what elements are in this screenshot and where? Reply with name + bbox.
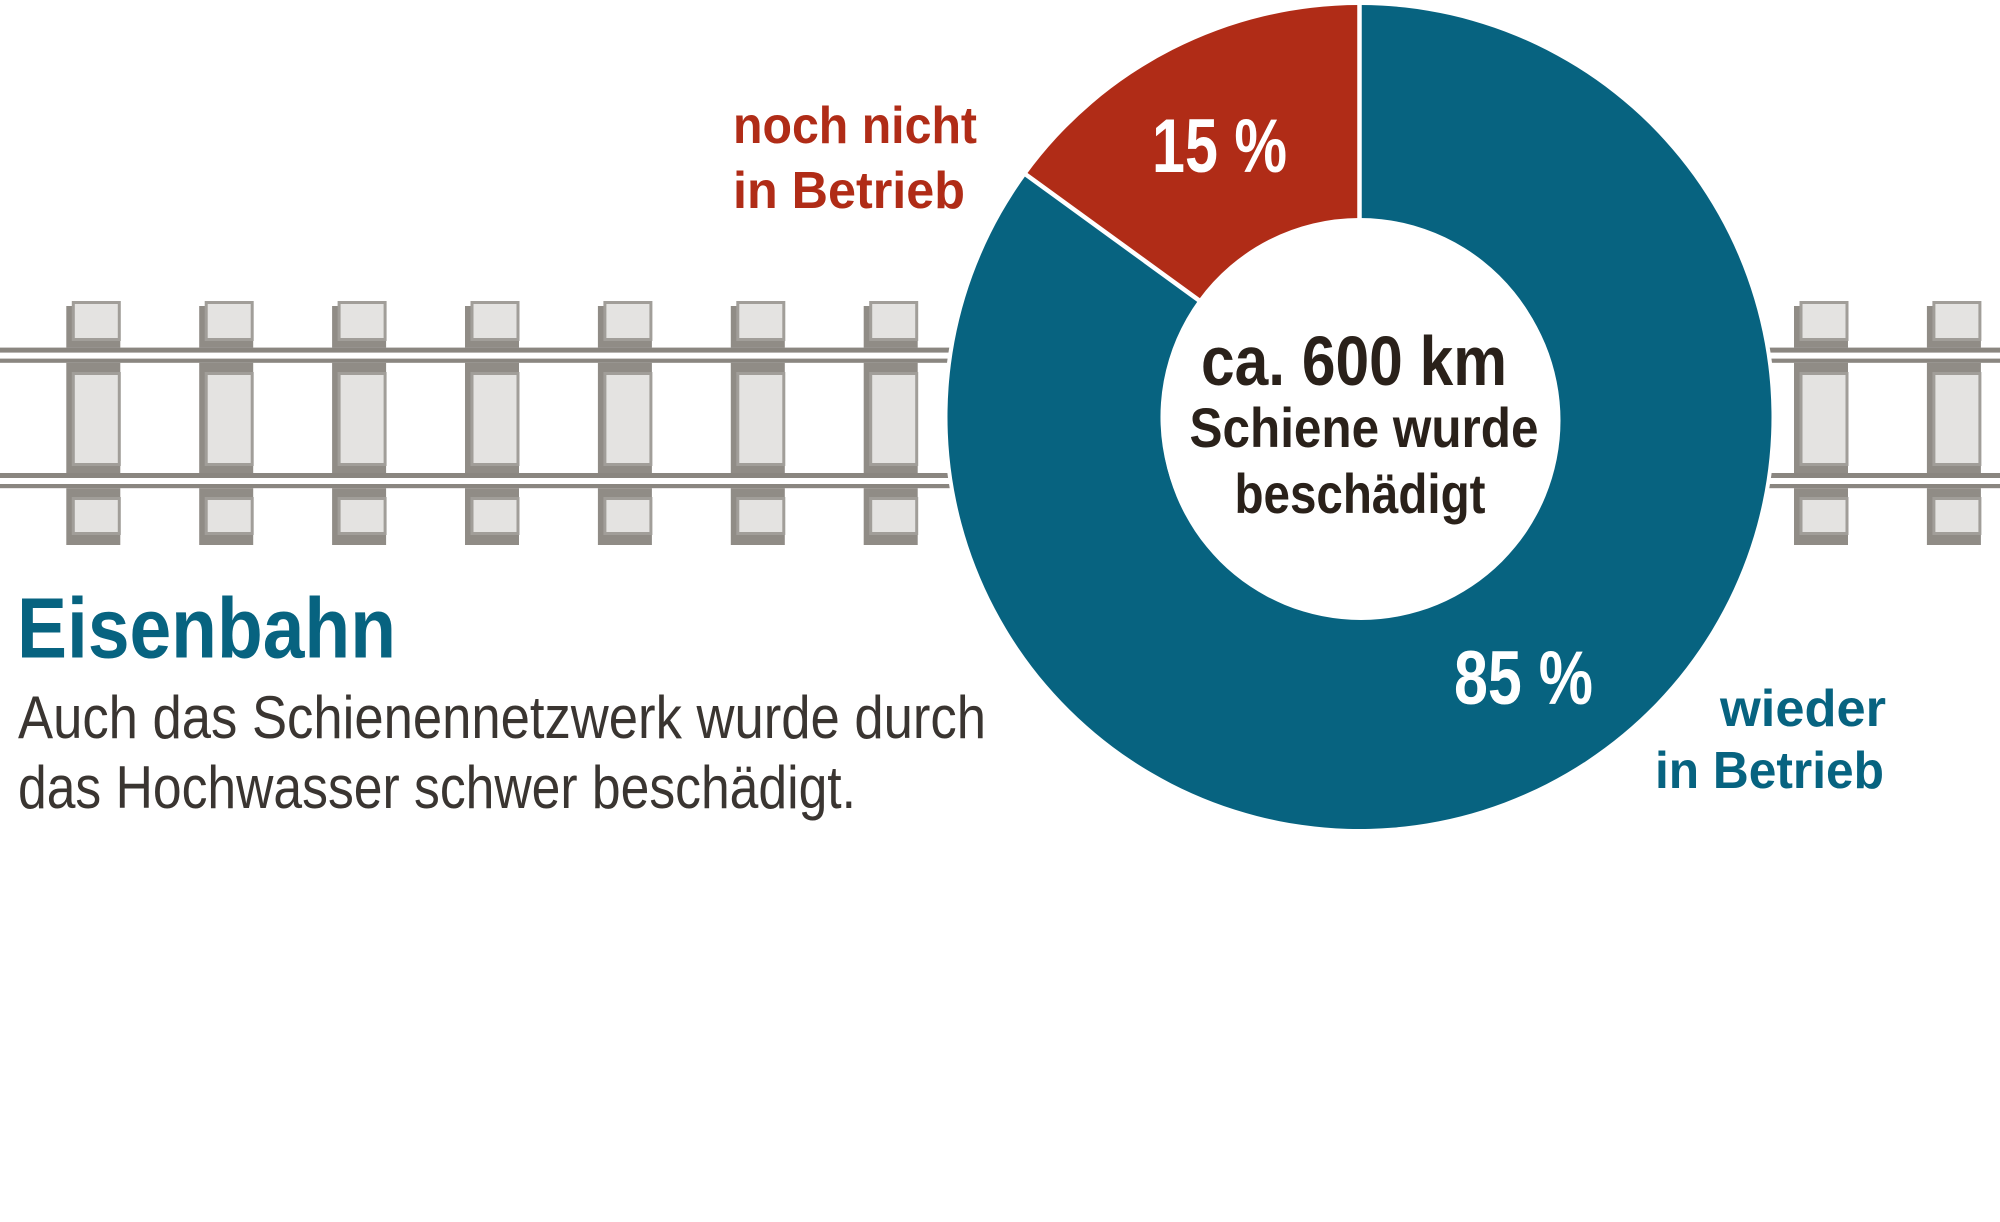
svg-text:85 %: 85 % (1454, 636, 1593, 721)
svg-text:ca. 600 km: ca. 600 km (1201, 322, 1507, 400)
svg-text:beschädigt: beschädigt (1235, 462, 1486, 525)
svg-text:in Betrieb: in Betrieb (1655, 742, 1884, 800)
svg-text:in Betrieb: in Betrieb (733, 162, 965, 220)
svg-text:das Hochwasser schwer beschädi: das Hochwasser schwer beschädigt. (18, 754, 856, 821)
svg-text:wieder: wieder (1719, 680, 1886, 738)
svg-text:Schiene wurde: Schiene wurde (1190, 396, 1539, 459)
svg-text:noch nicht: noch nicht (733, 97, 977, 155)
svg-text:Eisenbahn: Eisenbahn (17, 582, 396, 677)
svg-text:Auch das Schienennetzwerk wurd: Auch das Schienennetzwerk wurde durch (18, 684, 986, 751)
svg-text:15 %: 15 % (1152, 104, 1287, 189)
